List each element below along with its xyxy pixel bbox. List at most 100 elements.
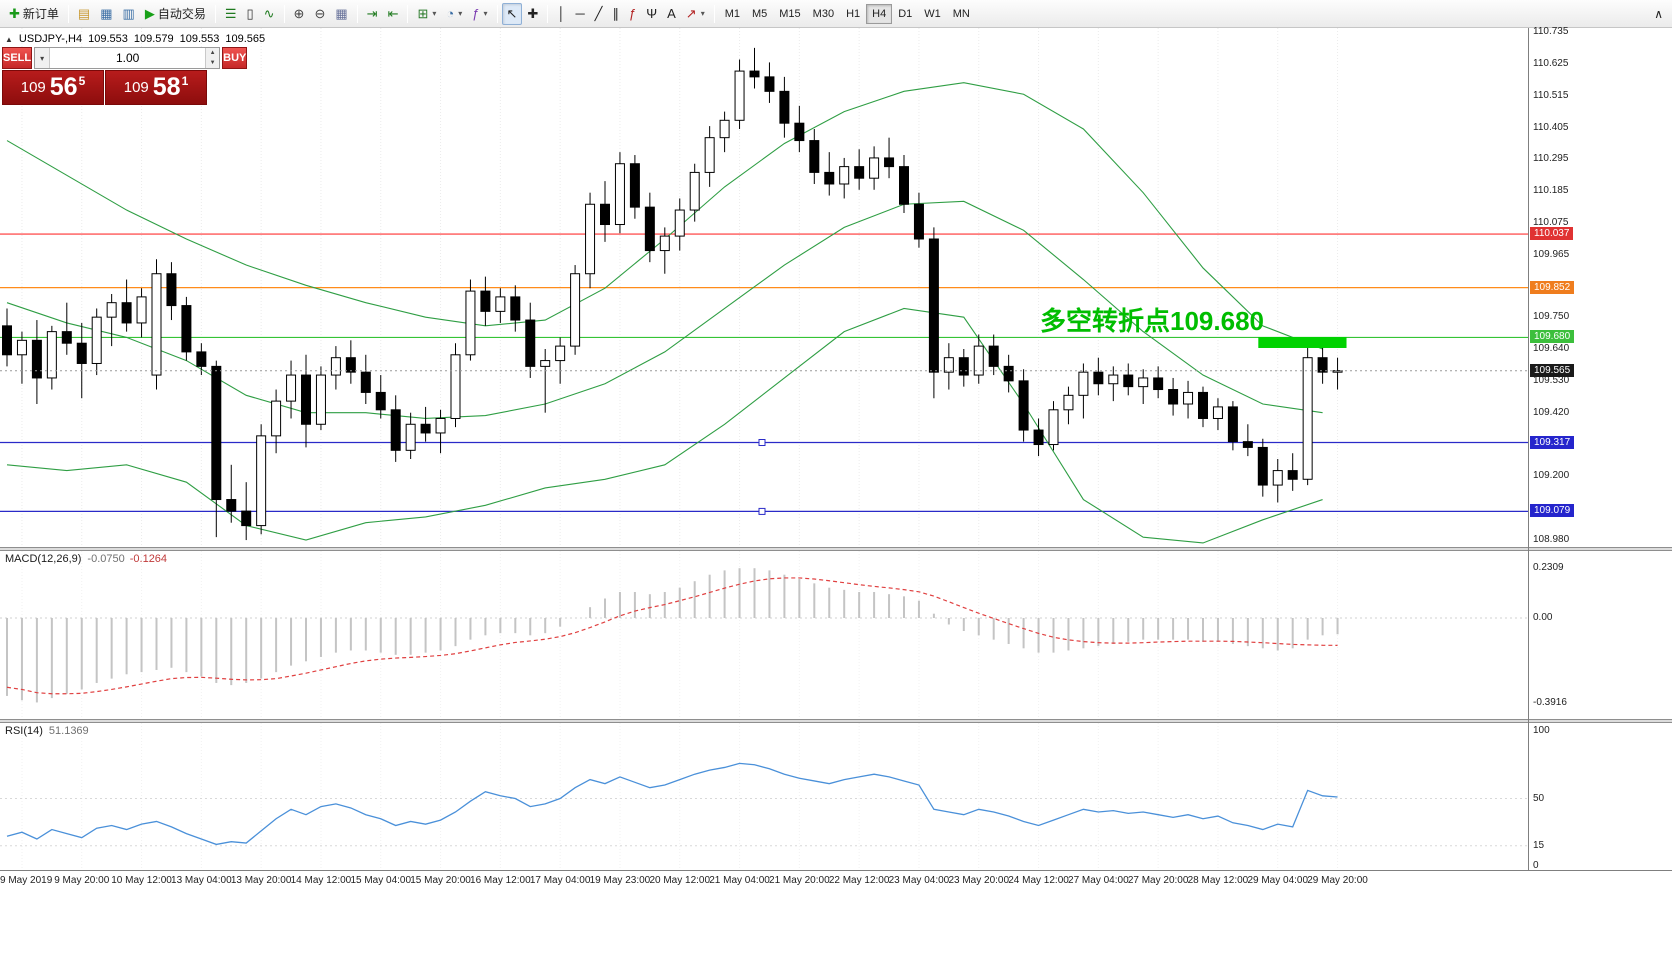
time-label: 15 May 20:00 [410, 875, 471, 886]
price-tick: 110.075 [1533, 217, 1569, 229]
indicators-button[interactable]: ƒ ▾ [467, 3, 492, 25]
symbol-label: USDJPY-,H4 [18, 33, 83, 45]
trendline-button[interactable]: ╱ [590, 3, 608, 25]
annotation-text[interactable]: 多空转折点109.680 [1040, 306, 1264, 336]
time-axis[interactable]: 9 May 2019 9 May 20:00 10 May 12:00 13 May … [0, 870, 1672, 892]
rsi-line [6, 762, 1338, 846]
timeframe-m30-button[interactable]: M30 [807, 4, 840, 24]
profiles-menu-button[interactable]: ◔ ▾ [441, 3, 467, 25]
tile-windows-button[interactable]: ▦ [330, 3, 352, 25]
price-badge-109.852: 109.852 [1530, 280, 1575, 294]
sell-price-display[interactable]: 109 56 5 [2, 70, 104, 105]
time-label: 9 May 20:00 [54, 875, 110, 886]
auto-trading-button[interactable]: ▶ 自动交易 [140, 3, 211, 25]
buy-price-display[interactable]: 109 58 1 [105, 70, 207, 105]
rsi-axis-tick: 0 [1533, 860, 1539, 871]
rsi-panel[interactable] [0, 723, 1528, 870]
macd-value-main: -0.0750 [87, 553, 125, 565]
timeframe-w1-button[interactable]: W1 [918, 4, 947, 24]
timeframe-m15-button[interactable]: M15 [773, 4, 806, 24]
candles-layer [2, 47, 1343, 541]
fibonacci-button[interactable]: ƒ [624, 3, 641, 25]
chevron-down-icon: ▾ [458, 9, 463, 18]
profiles-button[interactable]: ▤ [73, 3, 95, 25]
volume-dropdown-button[interactable]: ▾ [35, 48, 51, 68]
bar-chart-button[interactable]: ☰ [220, 3, 242, 25]
data-window-button[interactable]: ▥ [118, 3, 140, 25]
timeframe-mn-button[interactable]: MN [947, 4, 976, 24]
timeframe-m5-button[interactable]: M5 [746, 4, 773, 24]
toolbar-group-1: ▤ ▦ ▥ ▶ 自动交易 [73, 0, 211, 27]
panel-splitter-rsi[interactable] [0, 719, 1672, 723]
toolbar-group-4: ⇥ ⇤ [362, 0, 404, 27]
arrows-icon: ↗ [685, 6, 697, 21]
rsi-name: RSI(14) [5, 725, 43, 737]
macd-axis[interactable]: 0.2309 0.00 -0.3916 [1530, 551, 1672, 719]
auto-trading-button-label: 自动交易 [157, 7, 206, 21]
zoom-in-button[interactable]: ⊕ [289, 3, 310, 25]
toolbar-separator [356, 4, 358, 23]
chart-shift-button[interactable]: ⇤ [383, 3, 404, 25]
candlestick-chart-button[interactable]: ▯ [241, 3, 258, 25]
sell-button[interactable]: SELL [2, 47, 33, 69]
macd-panel[interactable] [0, 551, 1528, 719]
buy-button[interactable]: BUY [222, 47, 248, 69]
time-label: 27 May 04:00 [1068, 875, 1129, 886]
chart-window: 多空转折点109.680 ▲ USDJPY-,H4 109.553 109.57… [0, 26, 1672, 953]
andrews-pitchfork-icon: Ψ [646, 6, 658, 21]
time-label: 14 May 12:00 [290, 875, 352, 886]
timeframe-d1-button[interactable]: D1 [892, 4, 918, 24]
toolbar-separator [407, 4, 409, 23]
price-tick: 110.515 [1533, 89, 1569, 101]
toolbar-group-5: ⊞ ▾ ◔ ▾ ƒ ▾ [412, 0, 492, 27]
time-label: 23 May 04:00 [888, 875, 950, 886]
crosshair-icon: ✚ [527, 6, 539, 21]
new-order-icon: ✚ [9, 6, 20, 21]
crosshair-button[interactable]: ✚ [522, 3, 543, 25]
vertical-line-button[interactable]: │ [552, 3, 570, 25]
sell-price-pipette: 5 [78, 73, 86, 88]
rsi-axis[interactable]: 100 50 15 0 [1530, 723, 1672, 871]
arrows-button[interactable]: ↗ ▾ [681, 3, 710, 25]
volume-input[interactable] [50, 48, 206, 68]
toolbar-separator [214, 4, 216, 23]
rsi-indicator-label: RSI(14) 51.1369 [5, 725, 89, 737]
main-chart-canvas[interactable]: 多空转折点109.680 [0, 28, 1528, 547]
new-chart-button[interactable]: ⊞ ▾ [412, 3, 441, 25]
new-order-button[interactable]: ✚ 新订单 [4, 3, 64, 25]
line-chart-button[interactable]: ∿ [259, 3, 280, 25]
timeframe-h4-button[interactable]: H4 [866, 3, 893, 24]
timeframe-m1-button[interactable]: M1 [719, 4, 746, 24]
rsi-axis-tick: 100 [1533, 725, 1550, 736]
main-chart[interactable]: 多空转折点109.680 ▲ USDJPY-,H4 109.553 109.57… [0, 28, 1528, 547]
zoom-out-button[interactable]: ⊖ [309, 3, 330, 25]
highlight-rectangle[interactable] [1258, 336, 1347, 348]
equidistant-channel-button[interactable]: ∥ [608, 3, 625, 25]
toolbar-group-7: │ ─ ╱ ∥ ƒ Ψ A ↗ ▾ [552, 0, 709, 27]
time-label: 27 May 20:00 [1127, 875, 1189, 886]
auto-scroll-button[interactable]: ⇥ [362, 3, 383, 25]
cursor-button[interactable]: ↖ [501, 2, 523, 25]
price-axis[interactable]: 110.735 110.625 110.515 110.405 110.295 110.1… [1530, 26, 1672, 547]
timeframe-h1-button[interactable]: H1 [840, 4, 866, 24]
andrews-pitchfork-button[interactable]: Ψ [641, 3, 662, 25]
price-tick: 110.185 [1533, 185, 1569, 197]
ohlc-high: 109.579 [133, 33, 174, 45]
time-label: 15 May 04:00 [350, 875, 412, 886]
new-chart-icon: ⊞ [417, 6, 429, 21]
line-anchor-handle[interactable] [758, 439, 766, 447]
time-label: 13 May 20:00 [230, 875, 292, 886]
rsi-axis-tick: 15 [1533, 839, 1545, 851]
data-window-icon: ▥ [122, 6, 135, 21]
collapse-icon[interactable]: ▲ [5, 34, 13, 44]
toolbar-collapse-button[interactable]: ∧ [1649, 3, 1668, 25]
horizontal-line-button[interactable]: ─ [570, 3, 589, 25]
volume-down-button[interactable]: ▼ [206, 58, 220, 68]
line-anchor-handle[interactable] [758, 507, 766, 515]
text-button[interactable]: A [662, 3, 681, 25]
market-watch-button[interactable]: ▦ [95, 3, 117, 25]
cursor-icon: ↖ [506, 6, 518, 21]
price-tick: 109.750 [1533, 311, 1570, 323]
volume-up-button[interactable]: ▲ [206, 48, 220, 58]
panel-splitter-macd[interactable] [0, 547, 1672, 551]
